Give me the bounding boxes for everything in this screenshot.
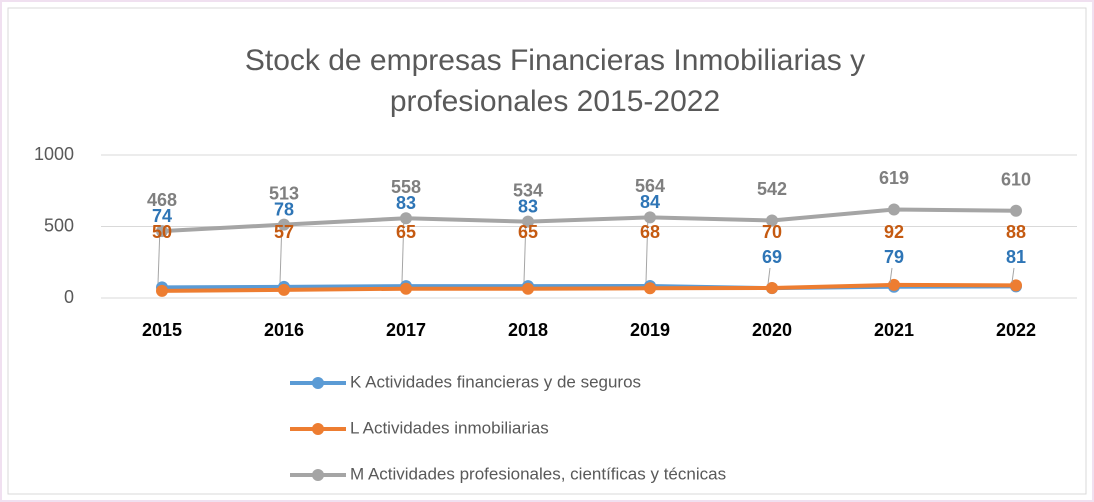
x-tick-label: 2018 <box>508 320 548 340</box>
data-label: 83 <box>518 196 538 216</box>
data-label: 558 <box>391 177 421 197</box>
data-label: 57 <box>274 222 294 242</box>
data-label: 78 <box>274 199 294 219</box>
data-point <box>766 281 778 294</box>
x-tick-label: 2017 <box>386 320 426 340</box>
data-point <box>888 278 900 291</box>
data-label: 92 <box>884 222 904 242</box>
data-point <box>766 214 778 227</box>
data-point <box>156 284 168 297</box>
x-tick-label: 2021 <box>874 320 914 340</box>
leader-line <box>279 220 283 283</box>
data-label: 65 <box>518 222 538 242</box>
chart-title: Stock de empresas Financieras Inmobiliar… <box>245 44 865 77</box>
data-label: 610 <box>1001 170 1031 190</box>
data-point <box>400 212 412 225</box>
y-tick-label: 1000 <box>34 144 74 164</box>
data-label: 68 <box>640 222 660 242</box>
data-label: 65 <box>396 222 416 242</box>
x-tick-label: 2020 <box>752 320 792 340</box>
data-point <box>278 283 290 296</box>
data-point <box>522 215 534 228</box>
leader-line <box>401 214 405 283</box>
y-tick-label: 500 <box>44 215 74 235</box>
data-point <box>1010 279 1022 292</box>
data-label: 69 <box>762 247 782 267</box>
leader-line <box>645 213 649 283</box>
data-label: 513 <box>269 183 299 203</box>
data-point <box>400 282 412 295</box>
data-point <box>156 225 168 238</box>
leader-line <box>157 227 161 284</box>
data-point <box>522 282 534 295</box>
x-tick-label: 2019 <box>630 320 670 340</box>
data-label: 81 <box>1006 247 1026 267</box>
x-tick-label: 2016 <box>264 320 304 340</box>
data-point <box>278 218 290 231</box>
y-tick-label: 0 <box>64 287 74 307</box>
data-label: 83 <box>396 193 416 213</box>
legend-marker <box>312 377 324 389</box>
data-label: 79 <box>884 247 904 267</box>
data-label: 74 <box>152 206 172 226</box>
data-label: 70 <box>762 222 782 242</box>
series-line <box>161 207 1017 234</box>
data-label: 542 <box>757 179 787 199</box>
data-point <box>644 211 656 224</box>
chart-title: profesionales 2015-2022 <box>390 85 720 118</box>
data-label: 468 <box>147 190 177 210</box>
series-line <box>161 282 1017 293</box>
legend-label: M Actividades profesionales, científicas… <box>350 464 726 483</box>
data-label: 84 <box>640 192 660 212</box>
data-point <box>888 203 900 216</box>
leader-line <box>767 267 771 285</box>
data-point <box>1010 204 1022 217</box>
legend-marker <box>312 469 324 481</box>
data-label: 619 <box>879 168 909 188</box>
data-label: 88 <box>1006 222 1026 242</box>
data-point <box>644 282 656 295</box>
legend-label: K Actividades financieras y de seguros <box>350 372 641 391</box>
data-label: 50 <box>152 222 172 242</box>
leader-line <box>523 217 527 283</box>
data-label: 564 <box>635 176 665 196</box>
x-tick-label: 2022 <box>996 320 1036 340</box>
legend-label: L Actividades inmobiliarias <box>350 418 549 437</box>
leader-line <box>889 267 893 283</box>
leader-line <box>1011 267 1015 283</box>
chart-area <box>7 7 1087 495</box>
legend-marker <box>312 423 324 435</box>
data-label: 534 <box>513 180 543 200</box>
x-tick-label: 2015 <box>142 320 182 340</box>
